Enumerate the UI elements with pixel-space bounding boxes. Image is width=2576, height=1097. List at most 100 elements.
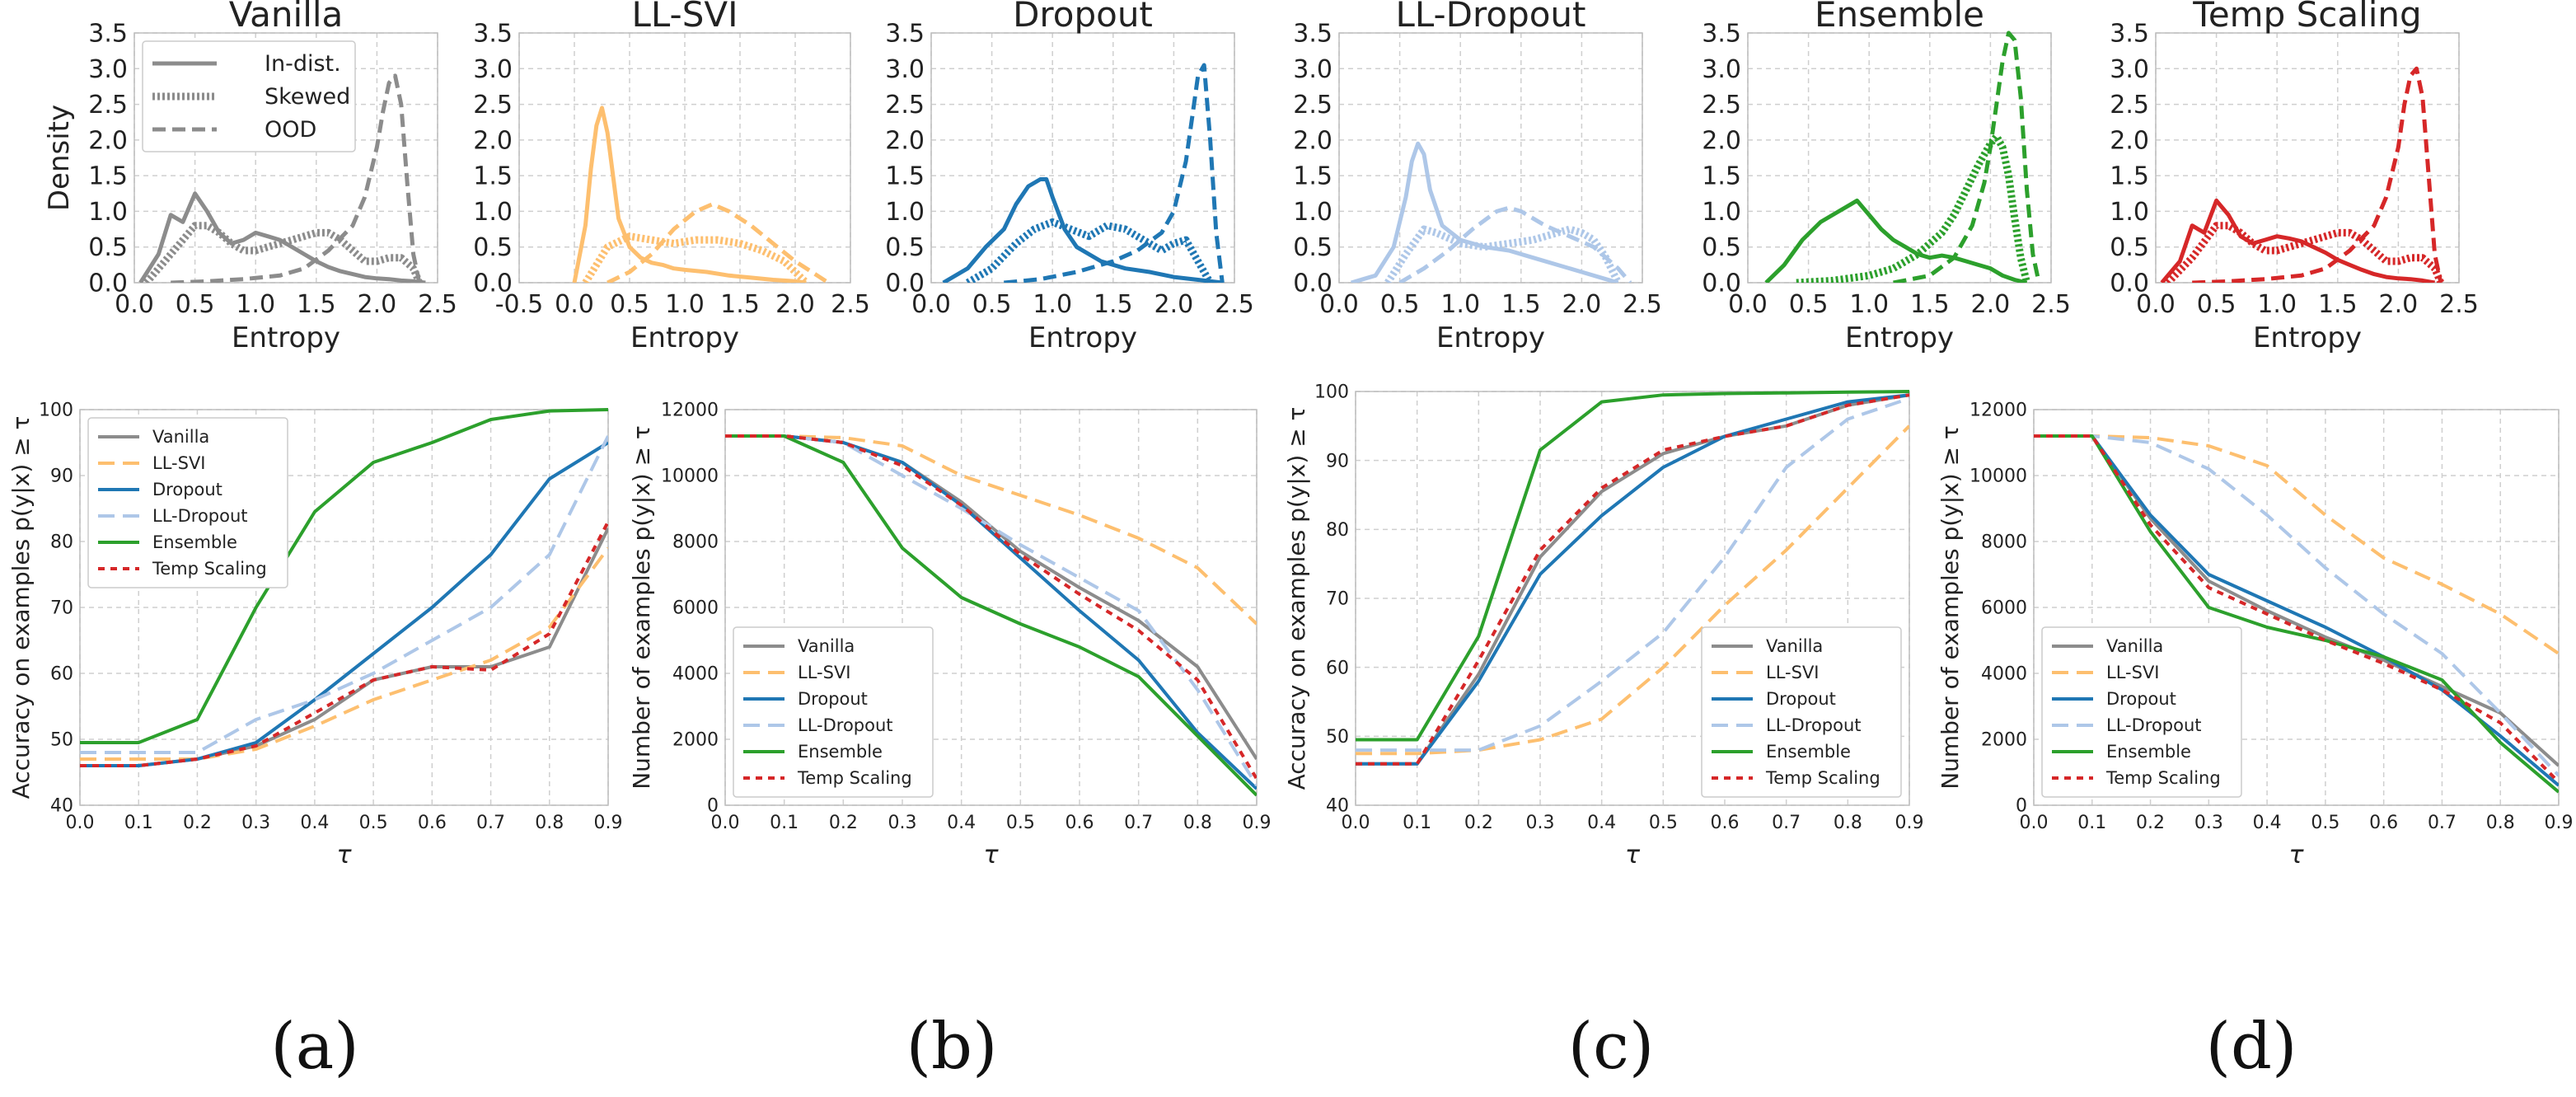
x-tick-label: 0.6: [418, 813, 447, 833]
legend-box: [2041, 626, 2242, 798]
legend-entry: Temp Scaling: [1765, 768, 1880, 788]
y-tick-label: 12000: [661, 401, 719, 421]
legend-entry: Dropout: [798, 689, 868, 709]
y-tick-label: 0.5: [1702, 233, 1741, 262]
axes-frame: [79, 409, 609, 806]
series-line-in-dist-: [138, 191, 426, 283]
x-axis-label: Entropy: [2253, 321, 2362, 354]
x-tick-label: 0.2: [183, 813, 212, 833]
y-tick-label: 3.0: [473, 55, 513, 84]
series-line-skewed: [1796, 133, 2030, 283]
axes-frame: [133, 32, 438, 284]
series-line-temp-scaling: [2034, 434, 2559, 784]
y-tick-label: 10000: [1969, 466, 2027, 487]
x-tick-label: 0.2: [2136, 813, 2165, 833]
series-line-in-dist-: [572, 105, 807, 283]
chart-title: Dropout: [1013, 0, 1153, 35]
legend: In-dist. Skewed OOD: [142, 40, 356, 152]
legend-entry: Dropout: [2106, 689, 2176, 709]
legend-entry: Temp Scaling: [797, 768, 912, 788]
series-line-in-dist-: [942, 177, 1223, 283]
series-line-skewed: [143, 222, 424, 283]
x-tick-label: 1.5: [1910, 290, 1950, 319]
chart-6: 0.0 0.1 0.2 0.3 0.4 0.5 0.6 0.7 0.8 0.9 40 50 60 70 80…: [7, 401, 623, 870]
x-axis-label: Entropy: [1436, 321, 1545, 354]
x-axis-label: Entropy: [232, 321, 340, 354]
x-tick-label: 1.5: [2318, 290, 2358, 319]
chart-7: 0.0 0.1 0.2 0.3 0.4 0.5 0.6 0.7 0.8 0.9 0 2000 4000 6…: [628, 401, 1272, 870]
y-tick-label: 3.0: [1702, 55, 1741, 84]
series-line-temp-scaling: [725, 434, 1257, 781]
legend: Vanilla LL-SVI Dropout LL-Dropout Ensemble Te…: [1701, 626, 1902, 798]
axes-frame: [930, 32, 1235, 284]
y-tick-label: 3.0: [2110, 55, 2149, 84]
y-tick-label: 60: [1326, 658, 1349, 678]
y-tick-label: 0.0: [473, 270, 513, 298]
panel-label-a: (a): [270, 1010, 359, 1084]
x-tick-label: 0.6: [1711, 813, 1740, 833]
y-tick-label: 0.0: [885, 270, 925, 298]
y-tick-label: 0.0: [1293, 270, 1332, 298]
y-axis-label: Density: [43, 105, 76, 211]
series-line-ood: [1398, 205, 1632, 283]
series-line-skewed: [2165, 222, 2445, 283]
y-tick-label: 0: [707, 796, 719, 817]
chart-title: Temp Scaling: [2192, 0, 2421, 35]
x-tick-label: 0.4: [947, 813, 976, 833]
series-line-in-dist-: [1764, 198, 2028, 283]
x-tick-label: 0.7: [1124, 813, 1153, 833]
y-tick-label: 3.5: [1293, 20, 1332, 49]
legend-entry: Vanilla: [1766, 636, 1823, 656]
panel-label-c: (c): [1567, 1010, 1655, 1084]
series-line-ood: [171, 73, 422, 283]
x-tick-label: 1.0: [665, 290, 705, 319]
y-tick-label: 1.0: [1293, 198, 1332, 227]
y-tick-label: 0.5: [2110, 233, 2149, 262]
x-tick-label: 2.5: [2031, 290, 2071, 319]
chart-title: Vanilla: [229, 0, 344, 35]
y-tick-label: 1.5: [473, 162, 513, 191]
y-axis-label: Accuracy on examples p(y|x) ≥ τ: [1283, 407, 1310, 790]
x-tick-label: 0.5: [2197, 290, 2236, 319]
chart-9: 0.0 0.1 0.2 0.3 0.4 0.5 0.6 0.7 0.8 0.9 0 2000 4000 6…: [1937, 401, 2574, 870]
legend-entry: LL-SVI: [2106, 663, 2160, 682]
x-tick-label: 0.5: [2311, 813, 2339, 833]
series-line-ensemble: [725, 434, 1257, 797]
x-tick-label: 0.7: [1772, 813, 1801, 833]
series-line-ll-svi: [725, 434, 1257, 626]
x-tick-label: 0.6: [1066, 813, 1094, 833]
y-tick-label: 70: [50, 598, 73, 619]
y-tick-label: 0.5: [885, 233, 925, 262]
x-axis-label: τ: [983, 841, 999, 870]
legend-entry: In-dist.: [265, 51, 341, 77]
y-tick-label: 0.5: [473, 233, 513, 262]
x-tick-label: 0.4: [300, 813, 329, 833]
x-tick-label: 0.0: [1342, 813, 1370, 833]
x-tick-label: 2.5: [418, 290, 457, 319]
y-tick-label: 4000: [1981, 664, 2027, 685]
chart-1: -0.5 0.0 0.5 1.0 1.5 2.0 2.50.00.51.01.52.02.5…: [473, 0, 870, 354]
legend-entry: Ensemble: [2106, 742, 2191, 762]
x-tick-label: 0.5: [1649, 813, 1678, 833]
x-tick-label: 0.3: [888, 813, 917, 833]
legend-box: [87, 417, 288, 588]
x-tick-label: 0.3: [2194, 813, 2223, 833]
y-tick-label: 1.0: [885, 198, 925, 227]
x-tick-label: 1.0: [2257, 290, 2297, 319]
x-tick-label: 0.6: [2369, 813, 2398, 833]
y-tick-label: 2.0: [88, 126, 128, 155]
x-tick-label: 0.5: [1006, 813, 1035, 833]
x-axis-label: τ: [336, 841, 352, 870]
x-tick-label: 1.5: [1094, 290, 1133, 319]
chart-0: 0.0 0.5 1.0 1.5 2.0 2.5 0.0 0.5 1.0 1.5 2.0 2.5 3.0 3…: [43, 0, 457, 354]
legend: Vanilla LL-SVI Dropout LL-Dropout Ensemble Te…: [87, 417, 288, 588]
series-line-skewed: [1384, 225, 1622, 283]
y-tick-label: 100: [1314, 382, 1349, 403]
x-tick-label: 2.0: [2379, 290, 2419, 319]
x-tick-label: 0.0: [2136, 290, 2176, 319]
y-axis-label: Number of examples p(y|x) ≥ τ: [1937, 425, 1964, 790]
y-tick-label: 1.0: [2110, 198, 2149, 227]
x-tick-label: 0.1: [1403, 813, 1431, 833]
x-tick-label: 2.5: [1623, 290, 1662, 319]
